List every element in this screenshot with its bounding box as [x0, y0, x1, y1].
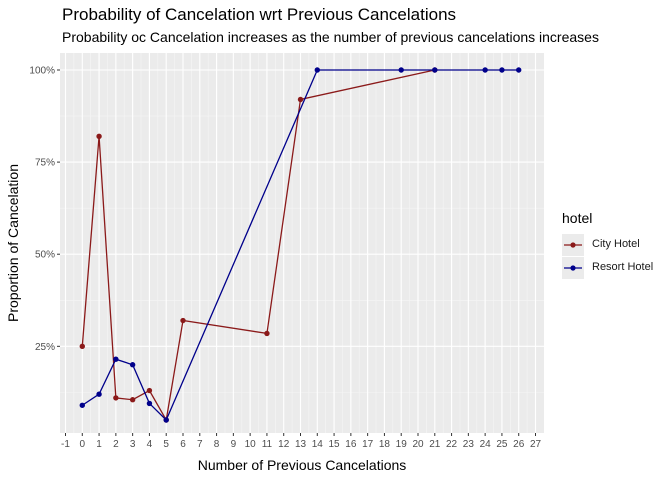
y-tick-label: 50% [35, 250, 55, 261]
x-tick-label: 24 [480, 439, 492, 450]
y-tick-label: 75% [35, 158, 55, 169]
x-tick-label: 7 [197, 439, 203, 450]
x-tick-label: 19 [396, 439, 408, 450]
legend-point-city-hotel [570, 242, 576, 248]
data-point-resort-hotel [398, 67, 404, 73]
data-point-resort-hotel [482, 67, 488, 73]
x-tick-label: 5 [163, 439, 169, 450]
data-point-city-hotel [79, 343, 85, 350]
legend-item-resort-hotel: Resort Hotel [562, 257, 672, 279]
data-point-resort-hotel [516, 67, 522, 73]
data-point-resort-hotel [432, 67, 438, 73]
data-point-resort-hotel [96, 391, 102, 397]
data-point-resort-hotel [79, 402, 85, 408]
data-point-resort-hotel [113, 356, 119, 362]
x-tick-label: 16 [345, 439, 357, 450]
data-point-resort-hotel [314, 67, 320, 73]
x-tick-label: 15 [329, 439, 341, 450]
x-tick-label: 1 [96, 439, 102, 450]
data-point-resort-hotel [146, 400, 153, 407]
data-point-resort-hotel [129, 362, 136, 368]
data-point-resort-hotel [163, 417, 169, 423]
x-tick-label: 9 [231, 439, 237, 450]
legend-key-city-hotel [562, 234, 584, 256]
legend-key-resort-hotel [562, 257, 584, 279]
x-tick-label: 10 [245, 439, 257, 450]
y-tick-label: 100% [29, 66, 55, 77]
x-tick-label: 3 [130, 439, 136, 450]
x-tick-label: 13 [295, 439, 307, 450]
x-tick-label: 14 [312, 439, 324, 450]
chart-title: Probability of Cancelation wrt Previous … [62, 5, 457, 24]
y-axis-title: Proportion of Cancelation [5, 164, 21, 322]
legend-title: hotel [562, 210, 593, 226]
x-tick-label: 4 [147, 439, 153, 450]
x-tick-label: 27 [530, 439, 542, 450]
x-tick-label: 18 [379, 439, 391, 450]
x-tick-label: 20 [412, 439, 424, 450]
data-point-city-hotel [264, 330, 270, 337]
x-tick-label: 26 [513, 439, 525, 450]
legend-point-resort-hotel [570, 265, 576, 271]
x-tick-label: 22 [446, 439, 458, 450]
x-axis-title: Number of Previous Cancelations [198, 457, 407, 473]
data-point-resort-hotel [499, 67, 505, 73]
x-tick-label: 17 [362, 439, 374, 450]
x-tick-label: 21 [429, 439, 441, 450]
x-tick-label: 11 [262, 439, 273, 450]
legend-label-city-hotel: City Hotel [592, 238, 640, 250]
data-point-city-hotel [180, 317, 186, 324]
x-tick-label: 2 [113, 439, 119, 450]
x-tick-label: 25 [496, 439, 508, 450]
x-tick-label: -1 [61, 439, 70, 450]
data-point-city-hotel [146, 387, 153, 394]
x-tick-label: 6 [180, 439, 186, 450]
chart-subtitle: Probability oc Cancelation increases as … [62, 29, 599, 45]
x-tick-label: 8 [214, 439, 220, 450]
x-tick-label: 0 [80, 439, 86, 450]
y-tick-label: 25% [35, 342, 55, 353]
legend-label-resort-hotel: Resort Hotel [592, 261, 654, 273]
data-point-city-hotel [113, 395, 119, 401]
data-point-city-hotel [297, 96, 304, 103]
series-line-city-hotel [81, 69, 435, 422]
series-line-resort-hotel [81, 69, 519, 422]
data-point-city-hotel [129, 397, 136, 403]
x-tick-label: 12 [278, 439, 290, 450]
data-point-city-hotel [96, 133, 102, 140]
x-tick-label: 23 [463, 439, 475, 450]
legend-item-city-hotel: City Hotel [562, 234, 672, 256]
